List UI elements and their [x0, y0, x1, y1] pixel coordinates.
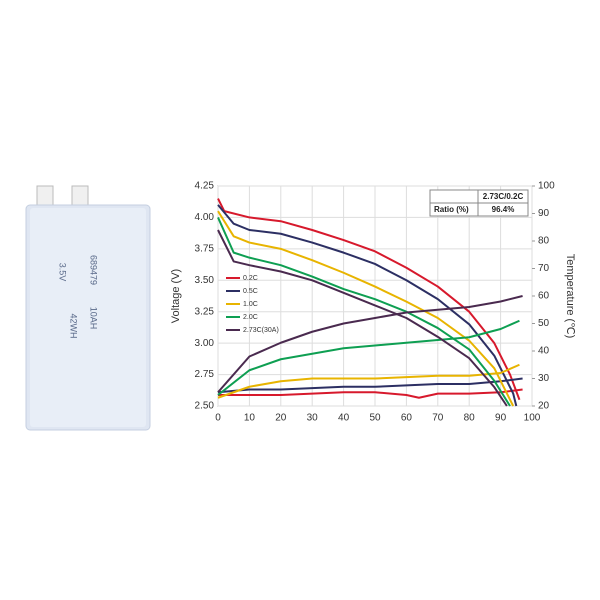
battery-label: 689479: [89, 255, 99, 285]
y2-tick-label: 20: [538, 401, 550, 412]
legend-label: 0.5C: [243, 288, 258, 295]
y2-tick-label: 60: [538, 291, 550, 302]
temperature-line: [217, 319, 520, 396]
y-axis-label: Voltage (V): [170, 269, 182, 323]
temperature-line: [217, 363, 520, 399]
x-tick-label: 70: [432, 413, 444, 424]
voltage-line: [217, 210, 515, 407]
temperature-line: [217, 295, 523, 393]
x-tick-label: 30: [307, 413, 319, 424]
x-tick-label: 0: [215, 413, 221, 424]
y2-tick-label: 100: [538, 181, 555, 192]
chart: 0 10 20 30 40 50 60 70 80 90 100 2.50 2.75 3.00 3.25 3.…: [170, 181, 576, 424]
battery-label: 42WH: [69, 313, 79, 338]
battery-label: 3.5V: [58, 263, 68, 282]
x-tick-label: 80: [464, 413, 476, 424]
x-tick-label: 100: [524, 413, 541, 424]
table-header: 2.73C/0.2C: [483, 192, 524, 201]
battery-face: [30, 208, 146, 427]
y-tick-label: 3.75: [195, 243, 215, 254]
y-tick-label: 3.25: [195, 306, 215, 317]
legend-label: 1.0C: [243, 301, 258, 308]
y-tick-label: 2.75: [195, 369, 215, 380]
y2-tick-label: 30: [538, 373, 550, 384]
temperature-line: [218, 388, 523, 399]
y-tick-label: 4.00: [195, 212, 215, 223]
battery-label: 10AH: [89, 307, 99, 330]
voltage-line: [217, 204, 518, 407]
y-tick-label: 4.25: [195, 181, 215, 192]
y2-tick-label: 90: [538, 208, 550, 219]
y-tick-label: 2.50: [195, 401, 215, 412]
x-tick-label: 40: [338, 413, 350, 424]
temperature-line: [217, 377, 523, 394]
voltage-line: [217, 217, 511, 407]
table-cell: Ratio (%): [434, 205, 469, 214]
x-tick-label: 50: [369, 413, 381, 424]
x-tick-label: 90: [495, 413, 507, 424]
battery-photo: 689479 10AH 3.5V 42WH: [25, 185, 151, 431]
y-tick-label: 3.00: [195, 338, 215, 349]
y-tick-label: 3.50: [195, 275, 215, 286]
y2-tick-label: 70: [538, 263, 550, 274]
y2-tick-label: 80: [538, 236, 550, 247]
legend-label: 0.2C: [243, 275, 258, 282]
table-cell: 96.4%: [492, 205, 515, 214]
voltage-line: [217, 229, 508, 407]
y2-tick-label: 40: [538, 346, 550, 357]
x-tick-label: 10: [244, 413, 256, 424]
legend-label: 2.73C(30A): [243, 327, 279, 334]
legend-label: 2.0C: [243, 314, 258, 321]
y2-axis-label: Temperature (℃): [564, 254, 576, 339]
x-tick-label: 20: [275, 413, 287, 424]
x-tick-label: 60: [401, 413, 413, 424]
y2-tick-label: 50: [538, 318, 550, 329]
voltage-line: [217, 198, 521, 401]
